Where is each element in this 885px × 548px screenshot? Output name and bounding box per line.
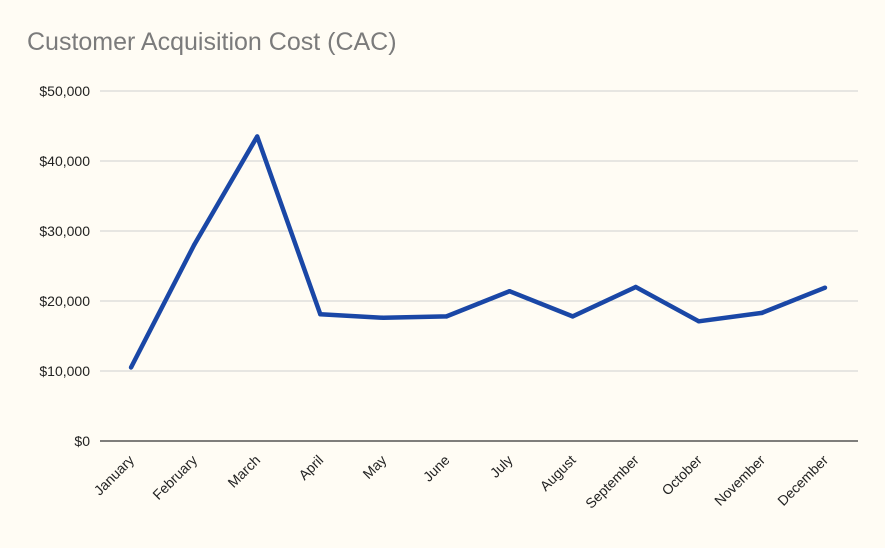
series-line-cac <box>128 134 826 369</box>
x-tick-label: February <box>149 452 200 503</box>
data-point-april <box>318 312 323 317</box>
data-point-march <box>254 134 260 139</box>
data-point-october <box>696 319 702 324</box>
x-tick-label: September <box>582 452 642 512</box>
y-tick-label: $20,000 <box>39 293 90 309</box>
x-tick-label: March <box>224 452 263 491</box>
x-tick-label: April <box>295 452 326 483</box>
gridlines <box>100 90 858 442</box>
x-tick-label: November <box>711 452 768 509</box>
x-axis: January February March April May June July Augu… <box>91 452 832 512</box>
data-point-august <box>570 314 575 319</box>
y-tick-label: $40,000 <box>39 153 90 169</box>
data-point-november <box>759 310 765 316</box>
y-tick-label: $0 <box>74 433 90 449</box>
y-tick-label: $30,000 <box>39 223 90 239</box>
y-tick-label: $10,000 <box>39 363 90 379</box>
x-tick-label: October <box>658 452 705 499</box>
y-tick-label: $50,000 <box>39 83 90 99</box>
x-tick-label: June <box>420 452 453 485</box>
x-tick-label: January <box>91 452 138 499</box>
y-axis: $0 $10,000 $20,000 $30,000 $40,000 $50,000 <box>39 83 90 449</box>
data-point-september <box>633 284 638 290</box>
data-point-may <box>381 315 386 320</box>
chart-title: Customer Acquisition Cost (CAC) <box>27 28 397 56</box>
data-point-january <box>128 365 134 370</box>
x-tick-label: August <box>537 452 579 494</box>
data-point-february <box>191 242 197 248</box>
x-tick-label: July <box>487 452 516 481</box>
data-point-december <box>822 285 828 290</box>
x-tick-label: May <box>359 452 389 482</box>
series-layer <box>128 134 828 370</box>
data-point-july <box>507 289 512 294</box>
data-point-june <box>444 314 449 319</box>
x-tick-label: December <box>774 452 831 509</box>
